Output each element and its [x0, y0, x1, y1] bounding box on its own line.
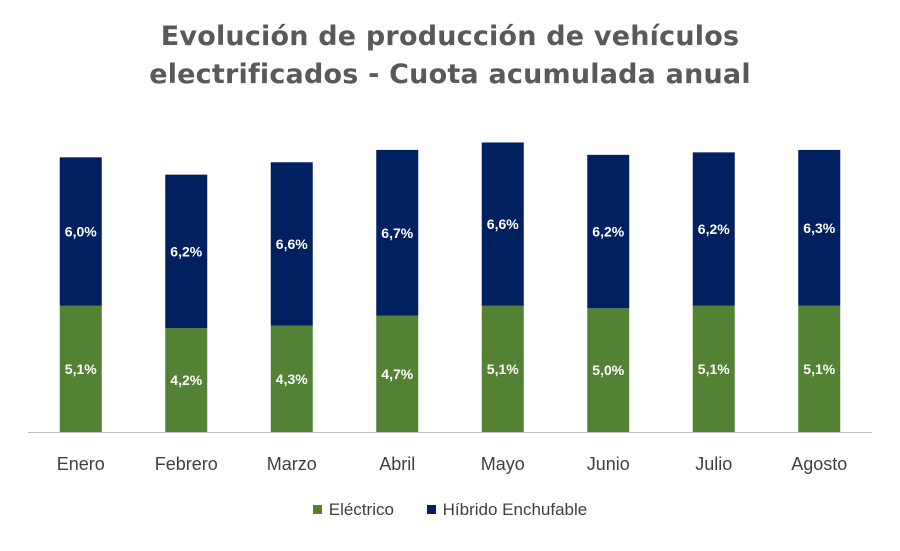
- data-label-electrico-agosto: 5,1%: [803, 361, 835, 377]
- data-label-electrico-mayo: 5,1%: [487, 361, 519, 377]
- data-label-electrico-abril: 4,7%: [381, 366, 413, 382]
- data-label-hibrido-agosto: 6,3%: [803, 220, 835, 236]
- bar-hibrido-abril: [376, 149, 419, 316]
- bar-electrico-marzo: [270, 325, 313, 432]
- legend-item-hibrido: Híbrido Enchufable: [426, 500, 588, 520]
- x-tick-label-agosto: Agosto: [791, 454, 847, 474]
- legend-label-hibrido: Híbrido Enchufable: [442, 500, 588, 519]
- data-label-hibrido-abril: 6,7%: [381, 225, 413, 241]
- x-tick-label-abril: Abril: [379, 454, 415, 474]
- legend-item-electrico: Eléctrico: [312, 500, 394, 520]
- data-label-electrico-junio: 5,0%: [592, 362, 624, 378]
- bar-electrico-julio: [692, 305, 735, 432]
- bar-electrico-abril: [376, 315, 419, 432]
- bar-electrico-junio: [587, 308, 630, 432]
- chart-title: Evolución de producción de vehículos ele…: [0, 18, 900, 94]
- bar-electrico-mayo: [481, 305, 524, 432]
- x-tick-label-marzo: Marzo: [267, 454, 317, 474]
- legend-swatch-electrico: [312, 505, 322, 515]
- legend-swatch-hibrido: [426, 505, 436, 515]
- data-label-hibrido-mayo: 6,6%: [487, 216, 519, 232]
- bar-electrico-enero: [59, 305, 102, 432]
- bar-hibrido-enero: [59, 157, 102, 306]
- legend-label-electrico: Eléctrico: [328, 500, 394, 519]
- bar-electrico-febrero: [165, 328, 208, 432]
- x-tick-label-mayo: Mayo: [481, 454, 525, 474]
- bar-hibrido-febrero: [165, 174, 208, 329]
- bar-hibrido-julio: [692, 152, 735, 306]
- data-label-electrico-marzo: 4,3%: [276, 371, 308, 387]
- data-label-hibrido-marzo: 6,6%: [276, 236, 308, 252]
- data-label-electrico-enero: 5,1%: [65, 361, 97, 377]
- x-tick-label-julio: Julio: [695, 454, 732, 474]
- data-label-electrico-julio: 5,1%: [698, 361, 730, 377]
- bar-hibrido-agosto: [798, 149, 841, 306]
- data-label-hibrido-enero: 6,0%: [65, 224, 97, 240]
- data-label-hibrido-junio: 6,2%: [592, 224, 624, 240]
- data-label-hibrido-febrero: 6,2%: [170, 243, 202, 259]
- chart-title-line-2: electrificados - Cuota acumulada anual: [149, 59, 751, 90]
- data-label-hibrido-julio: 6,2%: [698, 221, 730, 237]
- data-label-electrico-febrero: 4,2%: [170, 372, 202, 388]
- chart-title-line-1: Evolución de producción de vehículos: [160, 21, 740, 52]
- bar-hibrido-mayo: [481, 142, 524, 306]
- bar-hibrido-junio: [587, 154, 630, 309]
- x-tick-label-junio: Junio: [587, 454, 630, 474]
- x-tick-label-febrero: Febrero: [155, 454, 218, 474]
- x-tick-label-enero: Enero: [57, 454, 105, 474]
- bar-hibrido-marzo: [270, 162, 313, 326]
- legend: Eléctrico Híbrido Enchufable: [0, 500, 900, 520]
- bar-electrico-agosto: [798, 305, 841, 432]
